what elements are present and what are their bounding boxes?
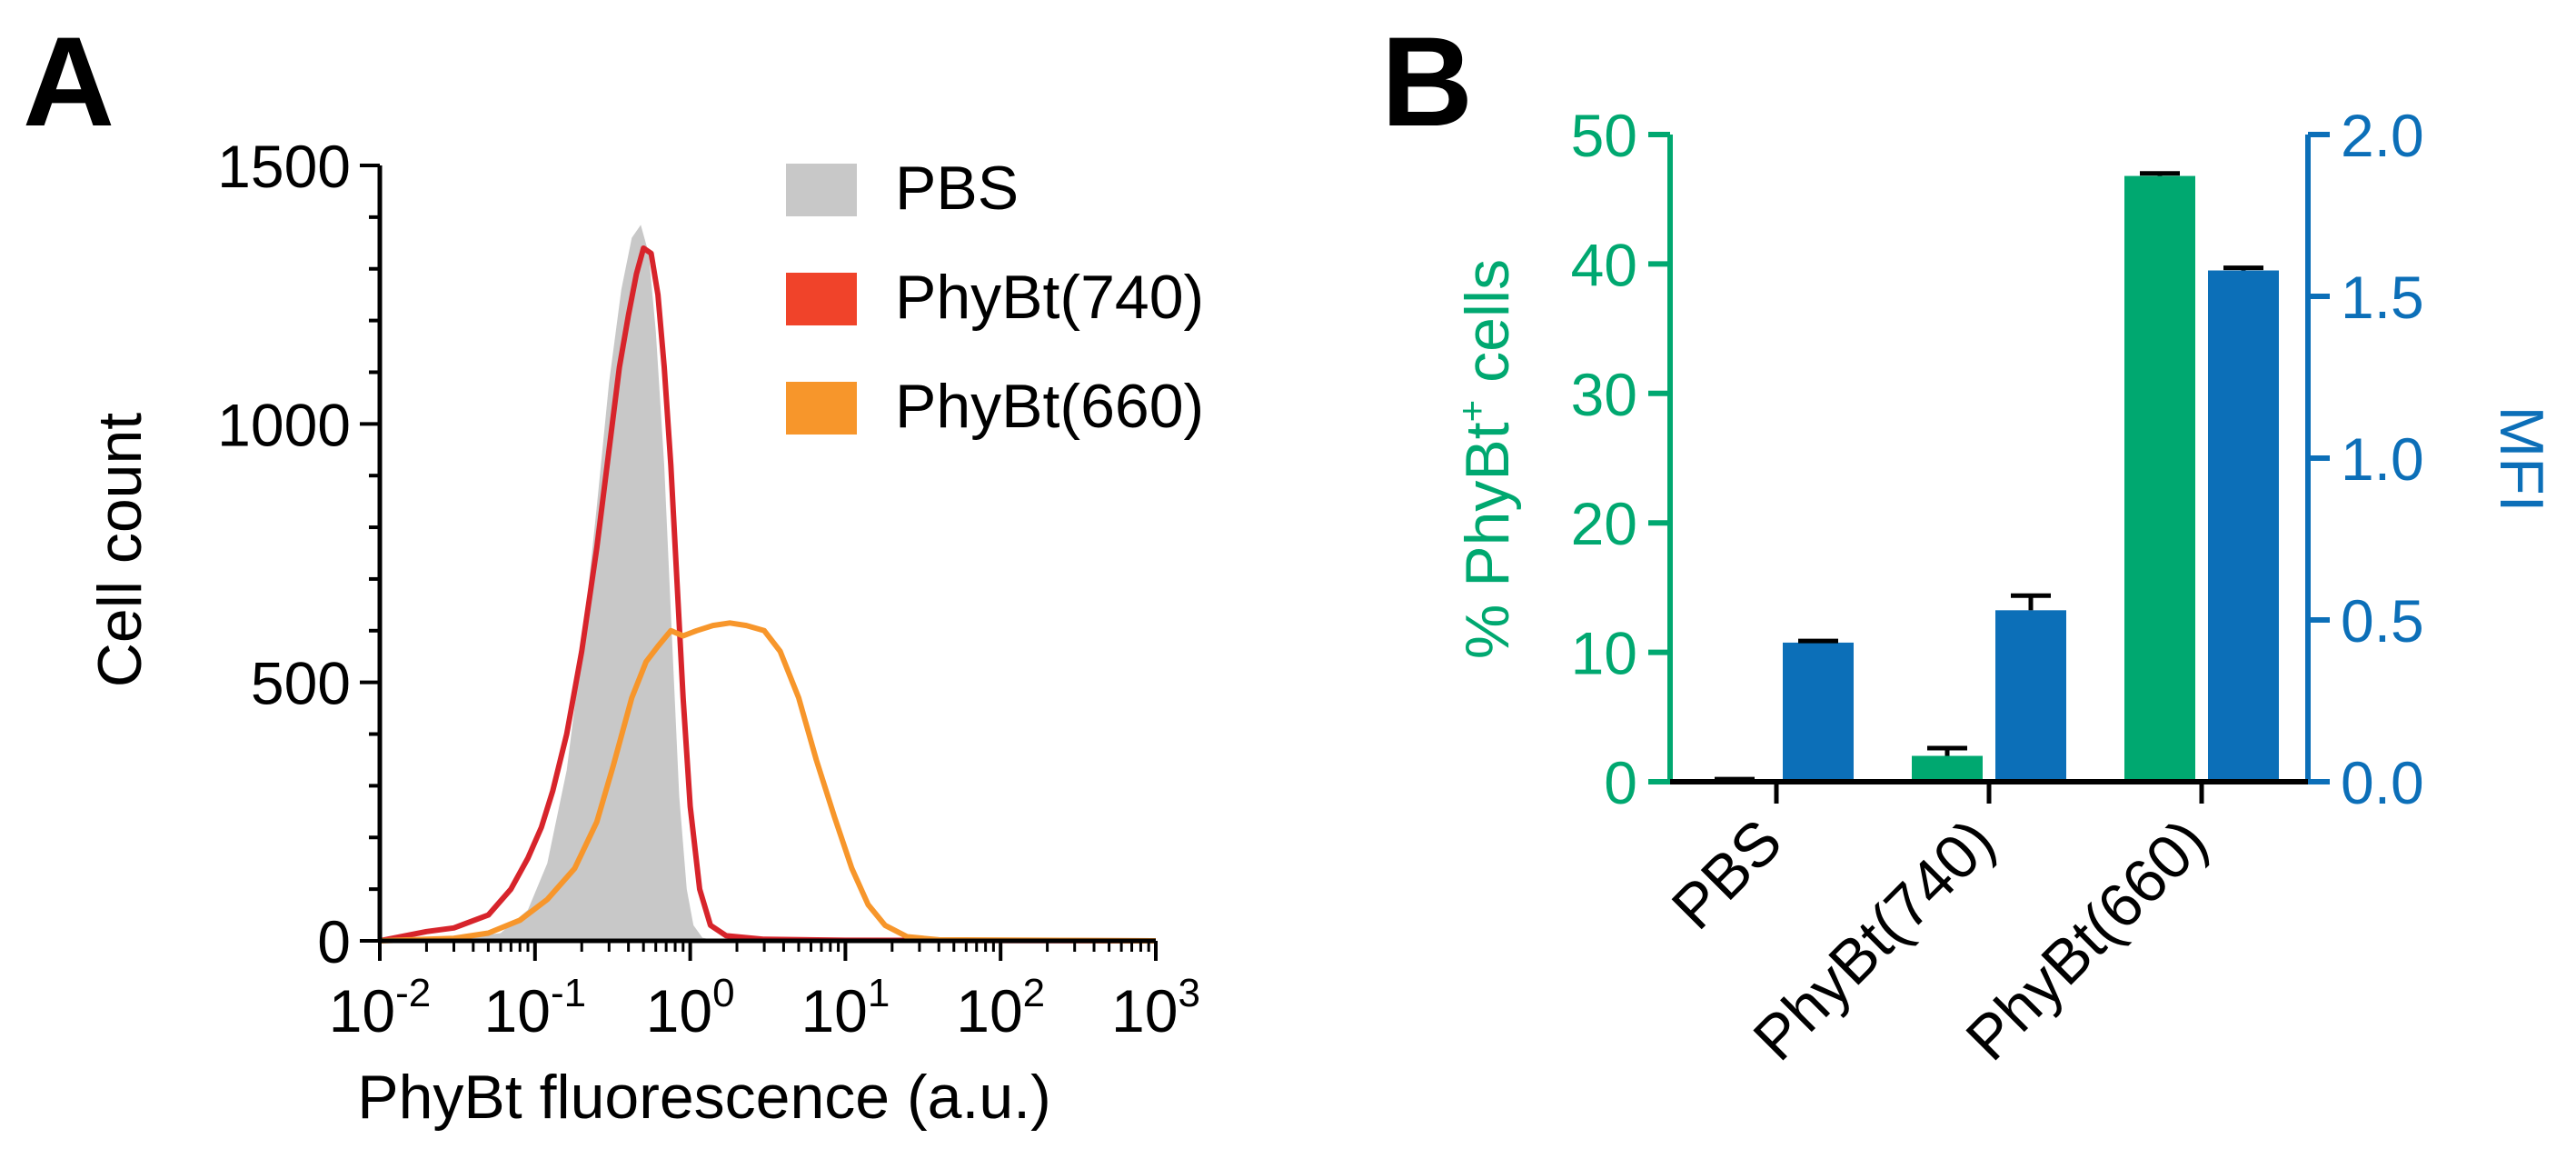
right-y-tick-label: 0.0 bbox=[2341, 749, 2424, 816]
histogram-y-axis-label: Cell count bbox=[85, 413, 154, 687]
x-tick-label: 10-1 bbox=[484, 971, 587, 1044]
panel-label-a: A bbox=[23, 10, 114, 153]
x-tick-exponent: 1 bbox=[868, 971, 890, 1015]
x-tick-base: 10 bbox=[484, 977, 551, 1044]
series-phybt660-line bbox=[379, 620, 1157, 944]
legend-swatch bbox=[786, 164, 857, 216]
y-tick-label: 1000 bbox=[217, 391, 351, 458]
legend-swatch bbox=[786, 273, 857, 325]
x-tick-label: 102 bbox=[956, 971, 1045, 1044]
y-tick-label: 0 bbox=[317, 908, 351, 975]
x-tick-base: 10 bbox=[646, 977, 712, 1044]
x-tick-base: 10 bbox=[1111, 977, 1178, 1044]
histogram-x-axis-label: PhyBt fluorescence (a.u.) bbox=[357, 1063, 1050, 1132]
legend-label: PhyBt(740) bbox=[895, 263, 1204, 332]
series-phybt740-line bbox=[379, 245, 1157, 944]
x-tick-label: 101 bbox=[801, 971, 890, 1044]
left-y-tick-label: 50 bbox=[1571, 102, 1637, 169]
x-tick-label: 103 bbox=[1111, 971, 1200, 1044]
x-category-label: PBS bbox=[1659, 806, 1795, 943]
x-tick-base: 10 bbox=[956, 977, 1022, 1044]
left-y-tick-label: 20 bbox=[1571, 490, 1637, 557]
right-y-tick-label: 2.0 bbox=[2341, 102, 2424, 169]
bar-left-axis-label: % PhyBt+ cells bbox=[1450, 259, 1522, 659]
bar-mfi bbox=[2208, 270, 2279, 782]
y-tick-label: 1500 bbox=[217, 133, 351, 200]
panel-label-b: B bbox=[1381, 10, 1473, 153]
x-tick-label: 100 bbox=[646, 971, 735, 1044]
bar-mfi bbox=[1783, 642, 1854, 782]
x-tick-exponent: -2 bbox=[395, 971, 431, 1015]
x-tick-label: 10-2 bbox=[329, 971, 432, 1044]
x-tick-base: 10 bbox=[801, 977, 867, 1044]
right-y-tick-label: 1.5 bbox=[2341, 264, 2424, 331]
legend-label: PBS bbox=[895, 154, 1019, 223]
left-y-tick-label: 40 bbox=[1571, 231, 1637, 298]
legend-label: PhyBt(660) bbox=[895, 372, 1204, 441]
x-tick-exponent: -1 bbox=[551, 971, 586, 1015]
y-tick-label: 500 bbox=[251, 650, 351, 717]
left-y-tick-label: 10 bbox=[1571, 620, 1637, 687]
x-tick-exponent: 0 bbox=[712, 971, 734, 1015]
legend-swatch bbox=[786, 382, 857, 435]
bar-percent-cells bbox=[2124, 175, 2195, 782]
x-tick-exponent: 3 bbox=[1178, 971, 1199, 1015]
bar-left-axis-label-sup: + bbox=[1450, 400, 1493, 423]
bar-percent-cells bbox=[1912, 755, 1983, 782]
series-pbs-area bbox=[380, 225, 1156, 941]
left-y-tick-label: 30 bbox=[1571, 361, 1637, 428]
x-tick-base: 10 bbox=[329, 977, 395, 1044]
right-y-tick-label: 0.5 bbox=[2341, 587, 2424, 654]
x-tick-exponent: 2 bbox=[1023, 971, 1045, 1015]
bar-chart: 010203040500.00.51.01.52.0PBSPhyBt(740)P… bbox=[1571, 102, 2424, 1074]
right-y-tick-label: 1.0 bbox=[2341, 425, 2424, 493]
left-y-tick-label: 0 bbox=[1604, 749, 1637, 816]
bar-right-axis-label: MFI bbox=[2487, 405, 2556, 512]
bar-left-axis-label-rest: cells bbox=[1453, 259, 1522, 400]
bar-left-axis-label-main: % PhyBt bbox=[1453, 422, 1522, 659]
bar-mfi bbox=[1995, 610, 2066, 782]
